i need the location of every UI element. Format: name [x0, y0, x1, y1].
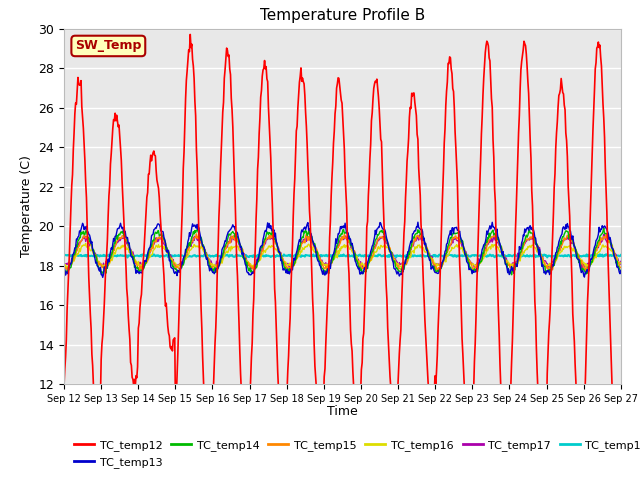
TC_temp12	[186, 32, 194, 37]
TC_temp13	[70, 249, 78, 255]
TC_temp12	[205, 456, 212, 462]
TC_temp13	[185, 236, 193, 241]
TC_temp15	[428, 256, 436, 262]
TC_temp13	[60, 272, 68, 277]
TC_temp13	[428, 265, 436, 271]
TC_temp12	[184, 57, 192, 63]
TC_temp14	[617, 268, 625, 274]
TC_temp15	[185, 247, 193, 253]
TC_temp16	[428, 258, 436, 264]
TC_temp13	[214, 265, 222, 271]
Line: TC_temp17: TC_temp17	[64, 234, 621, 270]
TC_temp12	[428, 403, 436, 408]
TC_temp15	[215, 262, 223, 268]
TC_temp16	[60, 264, 68, 269]
TC_temp14	[600, 225, 607, 231]
TC_temp16	[186, 248, 193, 253]
TC_temp15	[193, 231, 200, 237]
TC_temp17	[247, 267, 255, 273]
TC_temp13	[128, 254, 136, 260]
TC_temp16	[215, 262, 223, 267]
TC_temp18	[124, 254, 131, 260]
TC_temp15	[70, 255, 78, 261]
TC_temp16	[63, 265, 70, 271]
Line: TC_temp18: TC_temp18	[64, 254, 621, 257]
TC_temp15	[127, 248, 135, 254]
Line: TC_temp12: TC_temp12	[64, 35, 621, 459]
TC_temp15	[412, 238, 419, 243]
Line: TC_temp13: TC_temp13	[64, 222, 621, 277]
TC_temp18	[602, 252, 610, 257]
TC_temp18	[128, 253, 136, 259]
TC_temp14	[426, 256, 434, 262]
TC_temp16	[617, 260, 625, 265]
TC_temp17	[600, 231, 607, 237]
TC_temp15	[135, 269, 143, 275]
Legend: TC_temp12, TC_temp13, TC_temp14, TC_temp15, TC_temp16, TC_temp17, TC_temp18: TC_temp12, TC_temp13, TC_temp14, TC_temp…	[70, 436, 640, 472]
Line: TC_temp16: TC_temp16	[64, 243, 621, 268]
TC_temp14	[184, 244, 192, 250]
TC_temp14	[127, 251, 135, 257]
Line: TC_temp15: TC_temp15	[64, 234, 621, 272]
Line: TC_temp14: TC_temp14	[64, 228, 621, 275]
TC_temp18	[411, 252, 419, 258]
TC_temp16	[129, 252, 137, 258]
TC_temp12	[412, 106, 419, 112]
TC_temp17	[428, 256, 435, 262]
TC_temp12	[617, 411, 625, 417]
Y-axis label: Temperature (C): Temperature (C)	[20, 156, 33, 257]
TC_temp14	[70, 252, 78, 258]
TC_temp14	[214, 267, 221, 273]
TC_temp15	[60, 264, 68, 270]
TC_temp17	[214, 264, 221, 269]
Title: Temperature Profile B: Temperature Profile B	[260, 9, 425, 24]
TC_temp15	[617, 265, 625, 271]
TC_temp16	[412, 246, 419, 252]
X-axis label: Time: Time	[327, 405, 358, 418]
TC_temp12	[60, 384, 68, 389]
TC_temp16	[82, 240, 90, 246]
TC_temp13	[617, 268, 625, 274]
TC_temp18	[214, 253, 222, 259]
TC_temp12	[127, 362, 135, 368]
TC_temp17	[617, 259, 625, 264]
TC_temp18	[60, 252, 68, 258]
TC_temp17	[184, 246, 192, 252]
TC_temp18	[185, 253, 193, 259]
TC_temp16	[71, 256, 79, 262]
TC_temp13	[411, 228, 419, 233]
TC_temp14	[410, 235, 418, 241]
TC_temp13	[414, 219, 422, 225]
TC_temp12	[215, 215, 223, 220]
TC_temp17	[127, 248, 135, 253]
TC_temp17	[70, 253, 78, 259]
TC_temp18	[70, 252, 78, 258]
TC_temp12	[70, 130, 78, 136]
TC_temp18	[428, 254, 435, 260]
TC_temp14	[508, 272, 515, 277]
Text: SW_Temp: SW_Temp	[75, 39, 141, 52]
TC_temp17	[411, 235, 419, 240]
TC_temp14	[60, 268, 68, 274]
TC_temp17	[60, 256, 68, 262]
TC_temp18	[617, 252, 625, 258]
TC_temp13	[99, 275, 107, 280]
